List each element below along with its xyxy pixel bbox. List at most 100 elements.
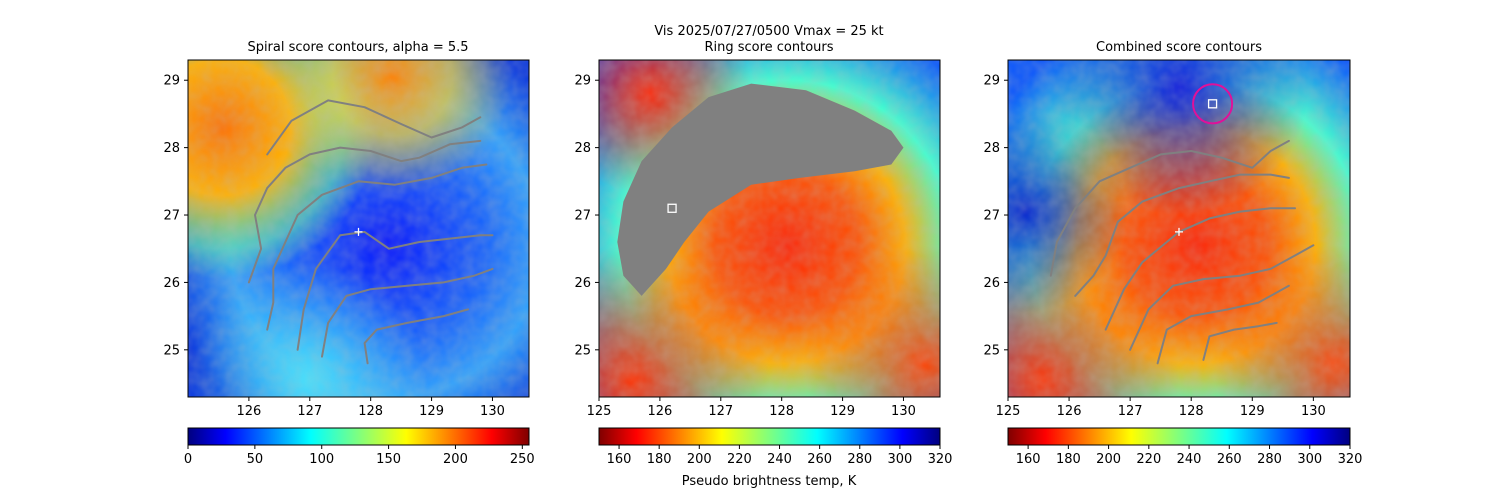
spiral-ytick-label: 25 <box>163 343 180 358</box>
combined-colorbar-tick-label: 160 <box>1016 452 1041 467</box>
ring-colorbar-tick-label: 220 <box>727 452 752 467</box>
spiral-xtick-label: 126 <box>236 404 261 419</box>
combined-contour-line <box>1156 284 1290 365</box>
ring-ytick-label: 29 <box>574 74 591 89</box>
ring-xtick-label: 128 <box>769 404 794 419</box>
ring-axes-frame <box>598 59 941 398</box>
combined-contour-line <box>1129 244 1315 351</box>
ring-y-axis: 25 26 27 28 29 <box>574 74 599 358</box>
ring-xtick-label: 127 <box>708 404 733 419</box>
ring-xtick-label: 126 <box>647 404 672 419</box>
combined-ytick-label: 28 <box>983 141 1000 156</box>
spiral-marker-group <box>354 227 363 236</box>
ring-masked-region <box>617 83 904 296</box>
combined-axes-frame <box>1007 59 1351 398</box>
spiral-ytick-label: 28 <box>163 141 180 156</box>
ring-colorbar-tick-label: 280 <box>847 452 872 467</box>
ring-colorbar-tick-label: 260 <box>807 452 832 467</box>
combined-contour-line <box>1049 139 1290 277</box>
combined-colorbar-tick-label: 300 <box>1297 452 1322 467</box>
combined-y-axis: 25 26 27 28 29 <box>983 74 1008 358</box>
ring-colorbar-tick-label: 200 <box>687 452 712 467</box>
spiral-colorbar-tick-label: 150 <box>376 452 401 467</box>
ring-ytick-label: 28 <box>574 141 591 156</box>
ring-colorbar-gradient <box>598 427 941 446</box>
combined-center-plus-marker <box>1175 227 1183 236</box>
combined-xtick-label: 128 <box>1179 404 1204 419</box>
figure-suptitle: Vis 2025/07/27/0500 Vmax = 25 kt <box>654 24 883 39</box>
ring-xtick-label: 129 <box>830 404 855 419</box>
spiral-contour-line <box>321 267 494 358</box>
combined-xtick-label: 130 <box>1301 404 1326 419</box>
combined-score-panel: Combined score contours 125 126 127 128 129 1… <box>983 40 1351 419</box>
combined-colorbar-gradient <box>1007 427 1351 446</box>
spiral-center-plus-marker <box>354 227 363 236</box>
ring-marker-group <box>667 203 677 213</box>
combined-colorbar-tick-label: 220 <box>1136 452 1161 467</box>
spiral-xtick-label: 128 <box>358 404 383 419</box>
spiral-ytick-label: 26 <box>163 276 180 291</box>
spiral-axes-frame <box>187 59 530 398</box>
ring-square-marker <box>667 203 677 213</box>
spiral-contour-line <box>266 163 488 331</box>
ring-ytick-label: 27 <box>574 209 591 224</box>
ring-ytick-label: 25 <box>574 343 591 358</box>
spiral-ytick-label: 27 <box>163 209 180 224</box>
combined-ytick-label: 29 <box>983 74 1000 89</box>
combined-ytick-label: 27 <box>983 209 1000 224</box>
spiral-y-axis: 25 26 27 28 29 <box>163 74 188 358</box>
combined-colorbar-tick-label: 180 <box>1056 452 1081 467</box>
spiral-xtick-label: 127 <box>297 404 322 419</box>
spiral-score-panel: Spiral score contours, alpha = 5.5 126 12… <box>163 40 530 419</box>
ring-colorbar-tick-label: 160 <box>607 452 632 467</box>
combined-circle-marker <box>1192 83 1234 125</box>
ring-panel-title: Ring score contours <box>704 40 833 55</box>
combined-colorbar-tick-label: 260 <box>1217 452 1242 467</box>
ring-colorbar-label: Pseudo brightness temp, K <box>682 474 857 489</box>
spiral-colorbar-tick-label: 200 <box>443 452 468 467</box>
spiral-contour-line <box>296 230 494 351</box>
ring-ytick-label: 26 <box>574 276 591 291</box>
spiral-contour-group <box>247 99 494 365</box>
ring-colorbar-tick-label: 320 <box>928 452 953 467</box>
combined-ytick-label: 26 <box>983 276 1000 291</box>
spiral-xtick-label: 130 <box>480 404 505 419</box>
spiral-colorbar-tick-label: 100 <box>309 452 334 467</box>
combined-x-axis: 125 126 127 128 129 130 <box>996 397 1326 419</box>
combined-marker-group <box>1175 83 1234 236</box>
combined-colorbar-tick-label: 320 <box>1338 452 1363 467</box>
combined-ytick-label: 25 <box>983 343 1000 358</box>
ring-colorbar-tick-label: 180 <box>647 452 672 467</box>
spiral-ytick-label: 29 <box>163 74 180 89</box>
combined-panel-title: Combined score contours <box>1096 40 1262 55</box>
spiral-colorbar-tick-label: 0 <box>184 452 192 467</box>
spiral-x-axis: 126 127 128 129 130 <box>236 397 505 419</box>
combined-xtick-label: 125 <box>996 404 1021 419</box>
combined-contour-line <box>1074 173 1290 297</box>
combined-xtick-label: 126 <box>1057 404 1082 419</box>
combined-colorbar-tick-label: 200 <box>1096 452 1121 467</box>
ring-xtick-label: 130 <box>891 404 916 419</box>
ring-colorbar: Pseudo brightness temp, K 160 180 200 220 24… <box>598 427 953 489</box>
spiral-colorbar-tick-label: 50 <box>247 452 264 467</box>
combined-colorbar-tick-label: 240 <box>1177 452 1202 467</box>
spiral-contour-line <box>247 139 482 284</box>
spiral-contour-line <box>363 308 470 365</box>
combined-colorbar-tick-label: 280 <box>1257 452 1282 467</box>
combined-colorbar: 160 180 200 220 240 260 280 300 320 <box>1007 427 1363 467</box>
combined-contour-line <box>1202 321 1278 361</box>
spiral-colorbar-tick-label: 250 <box>510 452 535 467</box>
spiral-contour-line <box>266 99 482 156</box>
combined-square-marker <box>1207 99 1218 109</box>
ring-x-axis: 125 126 127 128 129 130 <box>587 397 916 419</box>
ring-score-panel: Ring score contours 125 126 127 128 129 130 2… <box>574 40 941 419</box>
ring-xtick-label: 125 <box>587 404 612 419</box>
ring-colorbar-tick-label: 240 <box>767 452 792 467</box>
combined-xtick-label: 129 <box>1240 404 1265 419</box>
spiral-colorbar-gradient <box>187 427 530 446</box>
ring-colorbar-tick-label: 300 <box>887 452 912 467</box>
spiral-xtick-label: 129 <box>419 404 444 419</box>
spiral-colorbar: 0 50 100 150 200 250 <box>184 427 535 467</box>
combined-xtick-label: 127 <box>1118 404 1143 419</box>
